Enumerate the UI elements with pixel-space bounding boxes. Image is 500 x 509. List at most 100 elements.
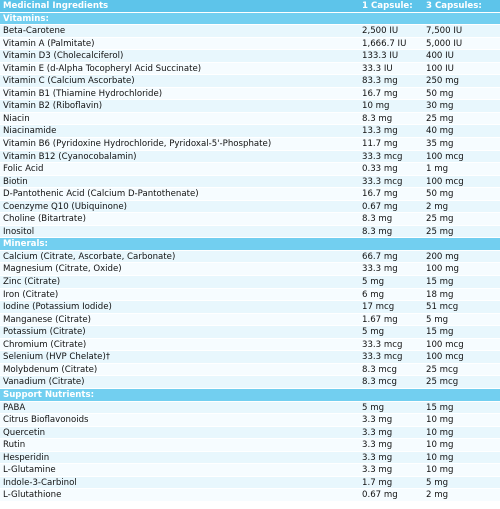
amount-one-capsule: 3.3 mg (362, 427, 393, 438)
table-row: Molybdenum (Citrate) 8.3 mcg 25 mcg (0, 363, 500, 377)
table-row: Vitamin D3 (Cholecalciferol) 133.3 IU 400 … (0, 50, 500, 63)
ingredient-name: Coenzyme Q10 (Ubiquinone) (3, 201, 127, 212)
amount-one-capsule: 66.7 mg (362, 251, 398, 262)
ingredient-name: Calcium (Citrate, Ascorbate, Carbonate) (3, 251, 176, 262)
table-row: D-Pantothenic Acid (Calcium D-Pantothena… (0, 188, 500, 201)
ingredient-name: Vitamin E (d-Alpha Tocopheryl Acid Succi… (3, 63, 202, 74)
amount-three-capsules: 10 mg (426, 415, 454, 426)
table-row: Iron (Citrate) 6 mg 18 mg (0, 288, 500, 302)
amount-three-capsules: 400 IU (426, 51, 454, 62)
table-row: Biotin 33.3 mcg 100 mcg (0, 175, 500, 189)
amount-one-capsule: 11.7 mg (362, 139, 398, 150)
ingredient-name: Zinc (Citrate) (3, 277, 61, 288)
amount-one-capsule: 33.3 mcg (362, 352, 403, 363)
table-row: Citrus Bioflavonoids 3.3 mg 10 mg (0, 414, 500, 427)
ingredient-name: D-Pantothenic Acid (Calcium D-Pantothena… (3, 189, 199, 200)
amount-three-capsules: 2 mg (426, 201, 449, 212)
ingredient-name: L-Glutamine (3, 465, 56, 476)
amount-three-capsules: 51 mcg (426, 302, 459, 313)
ingredient-name: Hesperidin (3, 452, 50, 463)
amount-three-capsules: 15 mg (426, 402, 454, 413)
amount-three-capsules: 5,000 IU (426, 38, 463, 49)
table-row: Vitamin B6 (Pyridoxine Hydrochloride, Py… (0, 138, 500, 151)
amount-three-capsules: 15 mg (426, 277, 454, 288)
table-row: Vitamin E (d-Alpha Tocopheryl Acid Succi… (0, 62, 500, 76)
amount-three-capsules: 10 mg (426, 440, 454, 451)
amount-one-capsule: 1.67 mg (362, 314, 398, 325)
amount-three-capsules: 25 mcg (426, 364, 459, 375)
header-three-capsules: 3 Capsules: (426, 1, 482, 11)
amount-one-capsule: 5 mg (362, 277, 385, 288)
amount-three-capsules: 25 mg (426, 226, 454, 237)
amount-three-capsules: 5 mg (426, 314, 449, 325)
table-row: Niacinamide 13.3 mg 40 mg (0, 125, 500, 139)
header-ingredient: Medicinal Ingredients (3, 1, 109, 11)
table-row: L-Glutamine 3.3 mg 10 mg (0, 464, 500, 477)
amount-three-capsules: 1 mg (426, 164, 449, 175)
table-row: Quercetin 3.3 mg 10 mg (0, 426, 500, 440)
section-header-row: Vitamins: (0, 12, 500, 26)
table-row: Vanadium (Citrate) 8.3 mcg 25 mcg (0, 376, 500, 389)
amount-one-capsule: 33.3 mg (362, 264, 398, 275)
amount-three-capsules: 5 mg (426, 477, 449, 488)
amount-one-capsule: 133.3 IU (362, 51, 399, 62)
amount-one-capsule: 33.3 mcg (362, 176, 403, 187)
ingredient-name: Iodine (Potassium Iodide) (3, 302, 112, 313)
ingredient-name: Choline (Bitartrate) (3, 214, 86, 225)
ingredient-name: L-Glutathione (3, 490, 62, 501)
amount-one-capsule: 16.7 mg (362, 189, 398, 200)
amount-three-capsules: 25 mg (426, 113, 454, 124)
table-row: Vitamin A (Palmitate) 1,666.7 IU 5,000 IU (0, 37, 500, 51)
table-row: Indole-3-Carbinol 1.7 mg 5 mg (0, 476, 500, 490)
amount-one-capsule: 3.3 mg (362, 415, 393, 426)
amount-one-capsule: 17 mcg (362, 302, 395, 313)
table-row: Magnesium (Citrate, Oxide) 33.3 mg 100 mg (0, 263, 500, 277)
table-row: L-Glutathione 0.67 mg 2 mg (0, 489, 500, 502)
table-row: PABA 5 mg 15 mg (0, 401, 500, 415)
amount-one-capsule: 0.67 mg (362, 201, 398, 212)
ingredient-name: Manganese (Citrate) (3, 314, 91, 325)
table-row: Folic Acid 0.33 mg 1 mg (0, 163, 500, 176)
amount-one-capsule: 3.3 mg (362, 440, 393, 451)
table-row: Zinc (Citrate) 5 mg 15 mg (0, 276, 500, 289)
ingredient-name: Vitamin B6 (Pyridoxine Hydrochloride, Py… (3, 139, 272, 150)
amount-three-capsules: 35 mg (426, 139, 454, 150)
ingredient-name: Chromium (Citrate) (3, 339, 87, 350)
amount-three-capsules: 100 mg (426, 264, 459, 275)
amount-three-capsules: 250 mg (426, 76, 459, 87)
amount-three-capsules: 15 mg (426, 327, 454, 338)
ingredient-name: Vitamin A (Palmitate) (3, 38, 95, 49)
amount-three-capsules: 25 mcg (426, 377, 459, 388)
table-header-row: Medicinal Ingredients 1 Capsule: 3 Capsu… (0, 0, 500, 13)
amount-one-capsule: 3.3 mg (362, 452, 393, 463)
amount-one-capsule: 13.3 mg (362, 126, 398, 137)
amount-three-capsules: 100 mcg (426, 151, 464, 162)
amount-one-capsule: 8.3 mg (362, 113, 393, 124)
table-row: Niacin 8.3 mg 25 mg (0, 112, 500, 126)
ingredient-name: Beta-Carotene (3, 26, 66, 37)
amount-three-capsules: 100 mcg (426, 339, 464, 350)
ingredient-name: Magnesium (Citrate, Oxide) (3, 264, 122, 275)
section-title: Minerals: (3, 239, 48, 250)
ingredient-name: Quercetin (3, 427, 46, 438)
ingredient-name: Potassium (Citrate) (3, 327, 86, 338)
amount-three-capsules: 18 mg (426, 289, 454, 300)
ingredient-name: Rutin (3, 440, 26, 451)
table-row: Vitamin C (Calcium Ascorbate) 83.3 mg 250 … (0, 75, 500, 88)
amount-three-capsules: 100 mcg (426, 176, 464, 187)
amount-one-capsule: 33.3 mcg (362, 151, 403, 162)
ingredient-name: Vitamin B12 (Cyanocobalamin) (3, 151, 137, 162)
header-one-capsule: 1 Capsule: (362, 1, 413, 11)
ingredient-name: Vitamin C (Calcium Ascorbate) (3, 76, 135, 87)
table-row: Beta-Carotene 2,500 IU 7,500 IU (0, 25, 500, 38)
amount-one-capsule: 3.3 mg (362, 465, 393, 476)
amount-one-capsule: 33.3 IU (362, 63, 393, 74)
table-body: Vitamins: Beta-Carotene 2,500 IU 7,500 IU Vi… (0, 12, 500, 502)
ingredient-name: Vitamin B2 (Riboflavin) (3, 101, 103, 112)
amount-three-capsules: 7,500 IU (426, 26, 463, 37)
amount-three-capsules: 10 mg (426, 465, 454, 476)
amount-three-capsules: 30 mg (426, 101, 454, 112)
ingredient-name: Vitamin B1 (Thiamine Hydrochloride) (3, 88, 163, 99)
ingredient-name: Inositol (3, 226, 35, 237)
table-row: Hesperidin 3.3 mg 10 mg (0, 451, 500, 465)
